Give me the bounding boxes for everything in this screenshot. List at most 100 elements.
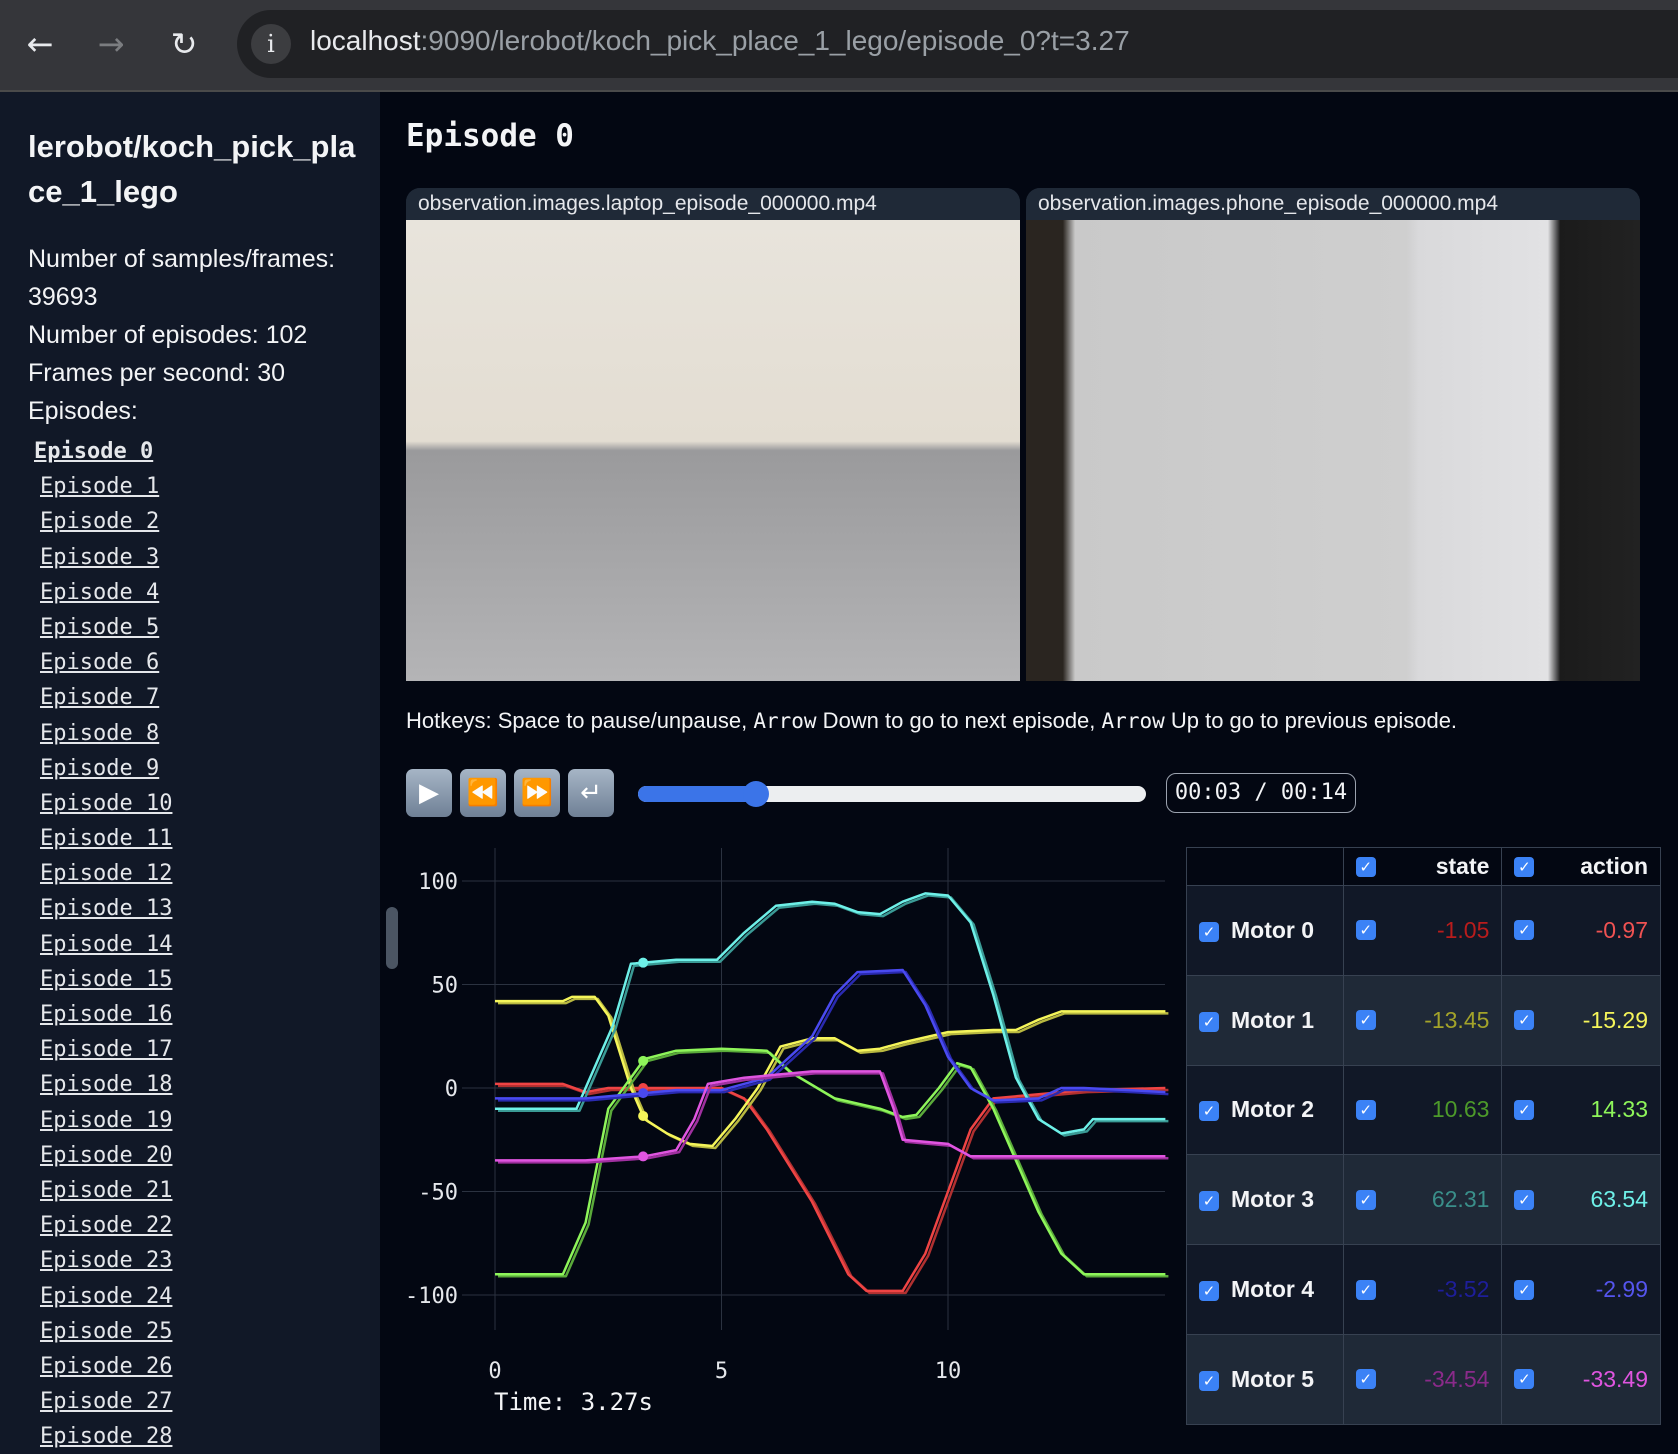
episode-link[interactable]: Episode 3 [40, 544, 160, 570]
series-line-action [495, 995, 1166, 1148]
time-label: Time: 3.27s [494, 1388, 653, 1416]
action-checkbox[interactable]: ✓ [1514, 1099, 1535, 1120]
episode-link[interactable]: Episode 1 [40, 474, 160, 500]
motor-name: Motor 0 [1231, 916, 1315, 943]
playback-slider[interactable] [638, 781, 1146, 807]
episode-link[interactable]: Episode 5 [40, 614, 160, 640]
episode-link[interactable]: Episode 8 [40, 720, 160, 746]
video-frame[interactable] [406, 220, 1020, 681]
video-laptop[interactable]: observation.images.laptop_episode_000000… [406, 188, 1020, 681]
y-tick-label: 0 [445, 1077, 458, 1102]
fast-forward-button[interactable]: ⏩ [514, 769, 560, 817]
motor-checkbox[interactable]: ✓ [1199, 1101, 1219, 1122]
episode-link[interactable]: Episode 23 [40, 1248, 173, 1274]
state-checkbox[interactable]: ✓ [1355, 1279, 1376, 1300]
hotkey-text: Hotkeys: Space to pause/unpause, [406, 708, 754, 733]
header-action: ✓ action [1501, 847, 1661, 886]
motor-checkbox[interactable]: ✓ [1199, 1011, 1219, 1032]
episode-link[interactable]: Episode 2 [40, 509, 160, 535]
current-time-marker [638, 1151, 649, 1162]
action-cell: ✓ -33.49 [1501, 1333, 1661, 1425]
motor-name-cell: ✓ Motor 3 [1186, 1154, 1344, 1246]
sidebar-scrollbar[interactable] [386, 907, 398, 969]
series-line-action [495, 1047, 1166, 1276]
action-checkbox[interactable]: ✓ [1514, 1189, 1535, 1210]
state-checkbox[interactable]: ✓ [1355, 920, 1376, 941]
motor-name: Motor 1 [1231, 1006, 1315, 1033]
episode-link[interactable]: Episode 9 [40, 755, 160, 781]
play-button[interactable]: ▶ [406, 769, 452, 817]
episode-link[interactable]: Episode 0 [34, 439, 154, 464]
address-bar[interactable]: i localhost:9090/lerobot/koch_pick_place… [237, 10, 1678, 78]
state-checkbox[interactable]: ✓ [1355, 1369, 1376, 1390]
back-icon[interactable]: ← [26, 25, 54, 63]
dataset-title: lerobot/koch_pick_place_1_lego [28, 129, 356, 209]
state-value: 62.31 [1431, 1186, 1490, 1213]
episode-link[interactable]: Episode 18 [40, 1072, 173, 1098]
motor-name: Motor 4 [1231, 1276, 1315, 1303]
episode-link[interactable]: Episode 6 [40, 650, 160, 676]
episode-link[interactable]: Episode 16 [40, 1002, 173, 1027]
hotkey-text: Up to go to previous episode. [1164, 708, 1458, 733]
url-text[interactable]: localhost:9090/lerobot/koch_pick_place_1… [310, 25, 1130, 57]
state-checkbox[interactable]: ✓ [1355, 1010, 1376, 1031]
episode-link[interactable]: Episode 28 [40, 1424, 173, 1450]
episode-link[interactable]: Episode 19 [40, 1107, 173, 1133]
forward-icon[interactable]: → [97, 25, 125, 63]
episode-link[interactable]: Episode 13 [40, 896, 173, 922]
info-icon[interactable]: i [251, 24, 291, 64]
x-tick-label: 0 [488, 1359, 501, 1384]
action-checkbox[interactable]: ✓ [1514, 920, 1535, 941]
state-cell: ✓ 62.31 [1342, 1154, 1503, 1246]
episode-link[interactable]: Episode 21 [40, 1177, 173, 1203]
stat-episodes: Number of episodes: 102 [28, 321, 308, 349]
state-cell: ✓ -13.45 [1342, 974, 1503, 1066]
episode-link[interactable]: Episode 25 [40, 1318, 173, 1344]
episode-link[interactable]: Episode 22 [40, 1213, 173, 1239]
table-row: ✓ Motor 0 ✓ -1.05 ✓ -0.97 [1186, 885, 1661, 976]
episode-link[interactable]: Episode 26 [40, 1353, 173, 1379]
action-checkbox[interactable]: ✓ [1514, 1279, 1535, 1300]
episode-link[interactable]: Episode 12 [40, 861, 173, 887]
rewind-icon: ⏪ [466, 778, 500, 808]
state-value: -13.45 [1424, 1006, 1490, 1033]
episode-link[interactable]: Episode 27 [40, 1389, 173, 1415]
video-frame[interactable] [1026, 220, 1640, 681]
state-checkbox[interactable]: ✓ [1355, 1189, 1376, 1210]
episode-link[interactable]: Episode 10 [40, 790, 173, 816]
motor-checkbox[interactable]: ✓ [1199, 1281, 1219, 1301]
series-line-state [498, 1084, 1169, 1295]
y-tick-label: -100 [405, 1284, 458, 1309]
state-toggle-all-checkbox[interactable]: ✓ [1355, 856, 1376, 877]
motor-checkbox[interactable]: ✓ [1199, 1370, 1219, 1391]
video-phone[interactable]: observation.images.phone_episode_000000.… [1026, 188, 1640, 681]
x-tick-label: 5 [715, 1359, 728, 1384]
loop-button[interactable]: ↵ [568, 769, 614, 817]
episode-link[interactable]: Episode 4 [40, 579, 160, 605]
state-cell: ✓ -3.52 [1342, 1244, 1503, 1335]
state-cell: ✓ 10.63 [1342, 1064, 1503, 1156]
slider-thumb[interactable] [743, 781, 770, 807]
motor-name-cell: ✓ Motor 4 [1186, 1244, 1344, 1335]
slider-fill [638, 786, 757, 802]
episode-link[interactable]: Episode 7 [40, 685, 160, 711]
episode-link[interactable]: Episode 15 [40, 966, 173, 992]
motor-checkbox[interactable]: ✓ [1199, 1191, 1219, 1212]
state-value: -3.52 [1436, 1276, 1490, 1303]
episode-link[interactable]: Episode 11 [40, 826, 173, 852]
stat-fps: Frames per second: 30 [28, 359, 286, 387]
action-toggle-all-checkbox[interactable]: ✓ [1514, 856, 1535, 877]
action-checkbox[interactable]: ✓ [1514, 1010, 1535, 1031]
rewind-button[interactable]: ⏪ [460, 769, 506, 817]
state-checkbox[interactable]: ✓ [1355, 1099, 1376, 1120]
motor-checkbox[interactable]: ✓ [1199, 921, 1219, 942]
action-checkbox[interactable]: ✓ [1514, 1369, 1535, 1390]
episode-link[interactable]: Episode 24 [40, 1283, 173, 1309]
motor-chart[interactable]: 100 50 0 -50 -100 0 5 10 [400, 840, 1180, 1440]
episode-link[interactable]: Episode 14 [40, 931, 173, 957]
motor-name-cell: ✓ Motor 1 [1186, 974, 1344, 1066]
episode-link[interactable]: Episode 20 [40, 1142, 173, 1168]
episode-link[interactable]: Episode 17 [40, 1037, 173, 1063]
hotkey-key: Arrow [1101, 709, 1165, 733]
reload-icon[interactable]: ↻ [170, 25, 198, 63]
